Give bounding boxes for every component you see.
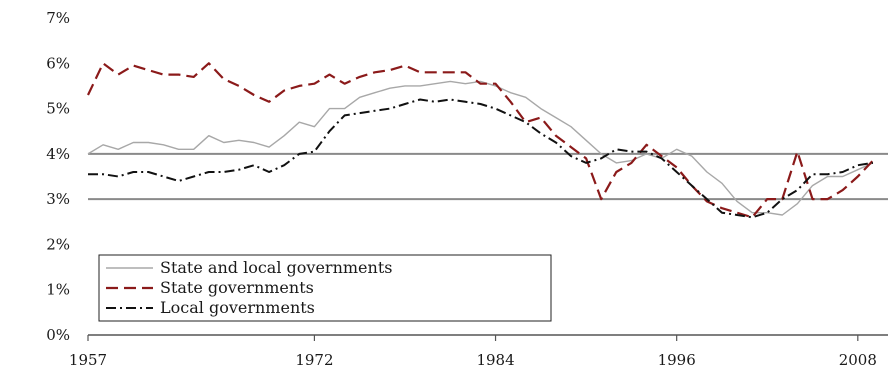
y-tick-label: 7% — [46, 9, 70, 27]
y-tick-label: 6% — [46, 54, 70, 72]
y-tick-label: 3% — [46, 190, 70, 208]
x-tick-label: 1972 — [295, 351, 333, 369]
y-tick-label: 4% — [46, 145, 70, 163]
series-line-1 — [87, 62, 874, 219]
y-tick-label: 2% — [46, 235, 70, 253]
grid-layer — [88, 152, 888, 201]
y-tick-label: 5% — [46, 100, 70, 118]
y-tick-label: 0% — [46, 326, 70, 344]
x-tick-label: 2008 — [839, 351, 877, 369]
x-tick-label: 1996 — [658, 351, 696, 369]
y-tick-label: 1% — [46, 281, 70, 299]
legend-label: State and local governments — [160, 258, 392, 277]
legend-label: Local governments — [160, 298, 315, 317]
legend-label: State governments — [160, 278, 314, 297]
x-tick-label: 1984 — [476, 351, 514, 369]
series-line-0 — [87, 80, 874, 216]
series-layer — [87, 62, 874, 219]
series-line-2 — [88, 98, 874, 219]
x-tick-label: 1957 — [69, 351, 107, 369]
legend-box — [98, 254, 552, 322]
axis-layer: 0% 1% 2% 3% 4% 5% 6% 7% 1957 1972 1984 1996 2008 — [46, 9, 888, 369]
